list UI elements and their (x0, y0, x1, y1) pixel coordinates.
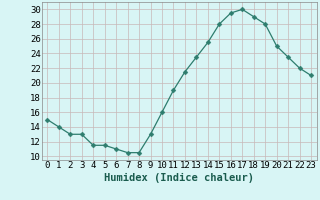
X-axis label: Humidex (Indice chaleur): Humidex (Indice chaleur) (104, 172, 254, 183)
